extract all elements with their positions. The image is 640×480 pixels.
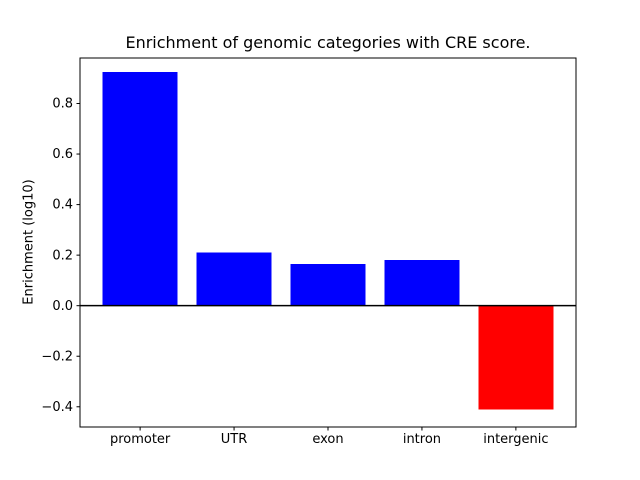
x-tick-label: promoter [110,432,171,447]
bar-intron [384,260,460,306]
y-tick-label: −0.4 [41,400,73,415]
x-tick-label: intron [403,432,441,447]
y-tick-label: 0.0 [52,299,73,314]
y-tick-label: 0.4 [52,198,73,213]
x-tick-label: exon [312,432,343,447]
bar-intergenic [478,305,554,410]
x-tick-label: UTR [221,432,248,447]
bar-exon [290,263,366,306]
chart-title: Enrichment of genomic categories with CR… [125,33,531,52]
bar-promoter [102,71,178,306]
y-tick-label: −0.2 [41,349,73,364]
y-tick-label: 0.6 [52,147,73,162]
y-tick-label: 0.8 [52,97,73,112]
bar-UTR [196,252,272,306]
x-tick-label: intergenic [483,432,548,447]
y-tick-label: 0.2 [52,248,73,263]
